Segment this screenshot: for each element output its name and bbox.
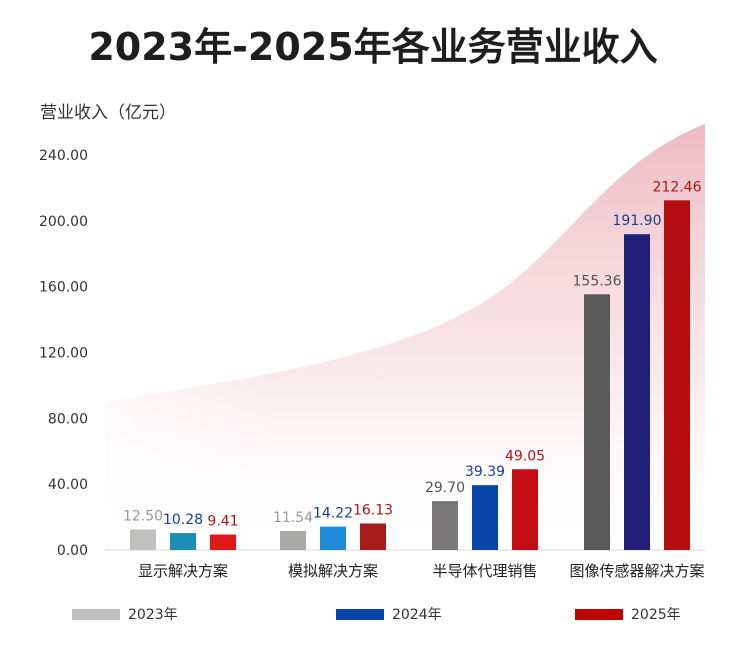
legend-label-2023: 2023年 — [128, 607, 178, 623]
bar-value-label: 14.22 — [313, 506, 353, 522]
bar-2025年-3 — [664, 200, 690, 551]
bar-value-label: 10.28 — [163, 512, 203, 528]
y-axis-label: 营业收入（亿元） — [40, 103, 176, 123]
bar-2024年-1 — [320, 526, 346, 550]
bar-value-label: 212.46 — [653, 179, 702, 195]
y-tick-label: 80.00 — [48, 411, 88, 427]
legend-label-2025: 2025年 — [631, 607, 681, 623]
legend-label-2024: 2024年 — [392, 607, 442, 623]
y-tick-label: 0.00 — [57, 543, 88, 559]
x-category-label: 显示解决方案 — [138, 562, 228, 580]
y-tick-label: 120.00 — [39, 346, 88, 362]
legend-swatch-2023 — [72, 608, 120, 620]
bar-2024年-2 — [472, 485, 498, 550]
y-tick-label: 200.00 — [39, 214, 88, 230]
bar-value-label: 155.36 — [573, 273, 622, 289]
legend-swatch-2024 — [336, 608, 384, 620]
chart-title: 2023年-2025年各业务营业收入 — [88, 25, 658, 69]
bar-2023年-2 — [432, 501, 458, 550]
y-tick-label: 40.00 — [48, 477, 88, 493]
x-category-label: 半导体代理销售 — [432, 562, 537, 580]
bar-value-label: 9.41 — [207, 514, 238, 530]
legend-item-2025: 2025年 — [575, 604, 681, 624]
bar-value-label: 29.70 — [425, 480, 465, 496]
bar-2024年-0 — [170, 533, 196, 550]
legend-item-2024: 2024年 — [336, 604, 442, 624]
x-category-label: 模拟解决方案 — [288, 562, 378, 580]
bar-value-label: 49.05 — [505, 448, 545, 464]
background-band-fade — [105, 124, 705, 550]
legend-swatch-2025 — [575, 608, 623, 620]
bar-2024年-3 — [624, 234, 650, 550]
bar-2023年-3 — [584, 294, 610, 550]
bar-2023年-1 — [280, 531, 306, 550]
y-tick-label: 160.00 — [39, 280, 88, 296]
bar-value-label: 11.54 — [273, 510, 313, 526]
legend-item-2023: 2023年 — [72, 604, 178, 624]
bar-value-label: 12.50 — [123, 508, 163, 524]
bar-value-label: 39.39 — [465, 464, 505, 480]
bar-value-label: 16.13 — [353, 502, 393, 518]
bar-2023年-0 — [130, 529, 156, 550]
x-category-label: 图像传感器解决方案 — [569, 562, 704, 580]
bar-value-label: 191.90 — [613, 213, 662, 229]
bar-2025年-1 — [360, 523, 386, 550]
bar-2025年-0 — [210, 534, 236, 550]
bar-2025年-2 — [512, 469, 538, 550]
y-tick-label: 240.00 — [39, 148, 88, 164]
